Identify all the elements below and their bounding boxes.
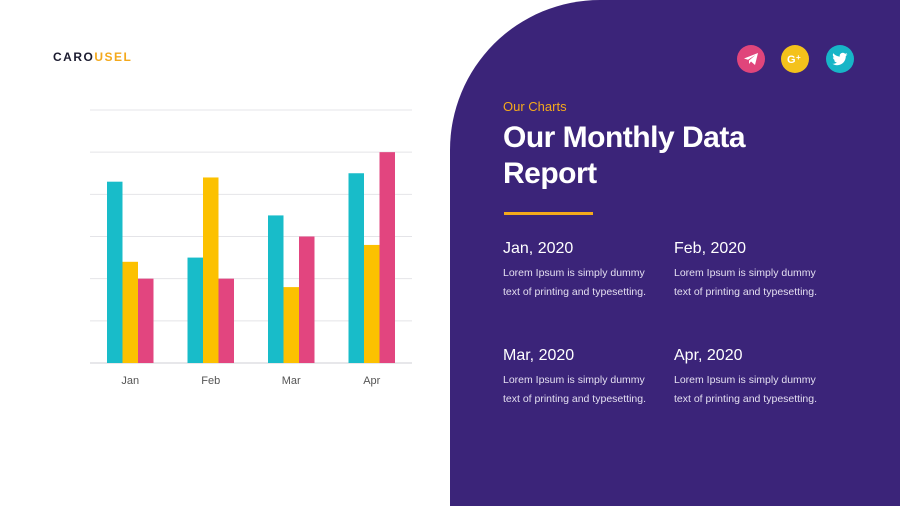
bar-mar-series-3 [299,236,315,363]
telegram-button[interactable] [737,45,765,73]
entry-text-line-1: Lorem Ipsum is simply dummy [503,267,645,279]
brand-logo: CAROUSEL [53,50,132,64]
x-tick-label: Jan [121,375,139,387]
bar-apr-series-1 [348,173,364,363]
report-entry-mar: Mar, 2020 Lorem Ipsum is simply dummy te… [503,347,678,408]
bar-jan-series-2 [122,261,138,363]
bar-apr-series-3 [379,152,395,363]
twitter-button[interactable] [826,45,854,73]
bar-apr-series-2 [364,244,380,363]
bar-jan-series-1 [107,181,123,363]
entry-text-line-2: text of printing and typesetting. [503,285,647,298]
logo-text-primary: CARO [53,50,95,64]
svg-text:+: + [796,53,801,62]
report-panel: G + Our Charts Our Monthly Data Report J… [450,0,900,506]
x-tick-label: Feb [201,375,220,387]
entry-heading: Jan, 2020 [503,240,574,257]
report-entry-jan: Jan, 2020 Lorem Ipsum is simply dummy te… [503,240,678,301]
entry-text-line-2: text of printing and typesetting. [503,392,647,405]
x-tick-label: Mar [282,375,301,387]
report-entry-feb: Feb, 2020 Lorem Ipsum is simply dummy te… [674,240,849,301]
section-kicker: Our Charts [503,99,567,114]
bar-chart: Jan Feb Mar Apr [90,109,412,387]
entry-text-line-1: Lorem Ipsum is simply dummy [503,374,645,386]
telegram-icon [744,53,758,65]
entry-text-line-1: Lorem Ipsum is simply dummy [674,267,816,279]
bar-mar-series-2 [283,287,299,363]
report-entry-apr: Apr, 2020 Lorem Ipsum is simply dummy te… [674,347,849,408]
title-line-2: Report [503,157,597,190]
title-line-1: Our Monthly Data [503,121,746,154]
entry-heading: Feb, 2020 [674,240,747,257]
entry-text-line-2: text of printing and typesetting. [674,392,818,405]
entry-text-line-2: text of printing and typesetting. [674,285,818,298]
entry-heading: Apr, 2020 [674,347,743,364]
google-plus-button[interactable]: G + [781,45,809,73]
bar-feb-series-2 [203,177,219,363]
title-divider [504,212,593,215]
x-tick-label: Apr [363,375,380,387]
page-title: Our Monthly Data Report [503,120,746,192]
google-plus-icon: G + [787,53,801,66]
bar-mar-series-1 [268,215,284,363]
bar-feb-series-3 [218,278,234,363]
entry-text-line-1: Lorem Ipsum is simply dummy [674,374,816,386]
entry-heading: Mar, 2020 [503,347,575,364]
twitter-icon [832,52,848,66]
bar-jan-series-3 [138,278,154,363]
svg-text:G: G [787,54,796,66]
logo-text-accent: USEL [94,50,133,64]
bar-feb-series-1 [187,257,203,363]
